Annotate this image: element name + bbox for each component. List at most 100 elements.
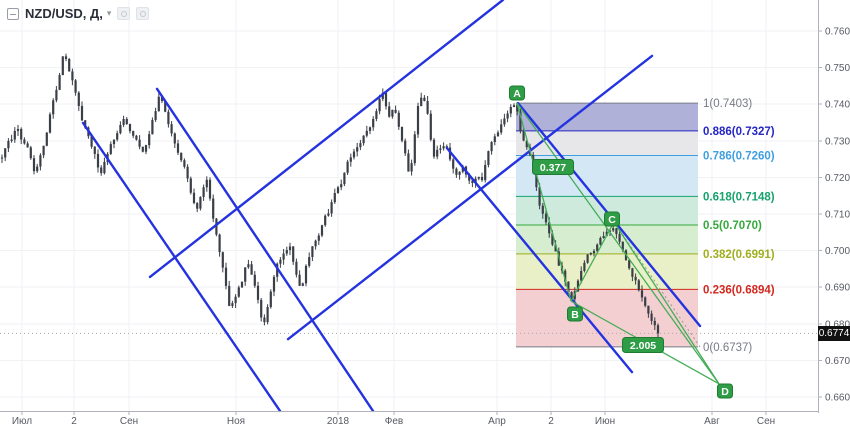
circle-glyph xyxy=(120,10,127,17)
descending-channel-lower[interactable] xyxy=(445,146,634,374)
candle-body xyxy=(500,124,503,133)
candle-body xyxy=(330,202,333,214)
candle-body xyxy=(458,171,461,175)
candle-body xyxy=(407,153,410,172)
candle-body xyxy=(416,106,420,135)
pattern-point-B-text: B xyxy=(571,309,579,321)
candle-body xyxy=(90,136,93,147)
candle-body xyxy=(100,167,103,174)
candle-body xyxy=(276,263,279,277)
candle-body xyxy=(592,250,596,253)
candle-body xyxy=(324,215,327,226)
candle-body xyxy=(45,132,48,146)
candle-body xyxy=(250,264,253,275)
candle-body xyxy=(490,142,493,152)
candle-body xyxy=(439,148,442,150)
candle-body xyxy=(628,260,631,269)
candle-body xyxy=(564,270,567,282)
candle-body xyxy=(359,143,362,148)
candle-body xyxy=(224,267,228,286)
candle-body xyxy=(423,97,426,101)
candle-body xyxy=(116,133,119,140)
candle-body xyxy=(535,168,538,188)
chevron-down-icon[interactable]: ▾ xyxy=(106,8,112,18)
fib-band xyxy=(516,103,698,131)
candle-body xyxy=(333,193,336,203)
candle-body xyxy=(215,218,218,235)
candle-body xyxy=(372,118,375,128)
pattern-segment-BC[interactable] xyxy=(570,221,615,302)
pattern-segment-CD[interactable] xyxy=(613,221,720,385)
ascending-line-1[interactable] xyxy=(148,0,505,279)
candle-body xyxy=(119,124,122,134)
candle-body xyxy=(432,139,436,157)
candle-body xyxy=(503,118,506,125)
ascending-line-2[interactable] xyxy=(286,54,654,341)
pattern-ratio-badge[interactable] xyxy=(532,159,574,175)
candle-body xyxy=(279,259,282,264)
time-axis-label: Апр xyxy=(488,416,506,427)
time-axis-label: Фев xyxy=(385,416,403,427)
candle-body xyxy=(64,56,68,59)
candle-body xyxy=(468,174,471,181)
candle-body xyxy=(413,134,416,164)
candle-body xyxy=(183,160,186,167)
candle-body xyxy=(231,303,234,306)
candle-body xyxy=(596,244,599,251)
candle-body xyxy=(388,106,391,117)
candle-body xyxy=(506,113,509,119)
candle-body xyxy=(138,139,141,147)
pattern-segment-AD[interactable] xyxy=(516,102,720,385)
candle-body xyxy=(522,131,525,141)
collapse-icon[interactable] xyxy=(7,7,19,20)
candle-body xyxy=(420,97,423,107)
candle-body xyxy=(189,178,192,193)
symbol-legend[interactable]: NZD/USD, Д, ▾ xyxy=(7,6,150,21)
abcd-pattern-tool[interactable]: A B C D 0.377 2.005 xyxy=(509,85,733,399)
candle-body xyxy=(484,165,487,181)
candle-body xyxy=(461,166,464,172)
pattern-point-B[interactable] xyxy=(567,306,583,322)
candle-body xyxy=(186,166,189,179)
time-axis-label: Июл xyxy=(12,416,32,427)
candle-body xyxy=(442,146,445,149)
settings-icon[interactable] xyxy=(136,7,150,20)
candle-body xyxy=(208,179,212,199)
pattern-point-D[interactable] xyxy=(717,383,733,399)
candle-body xyxy=(234,296,237,304)
toggle-icon[interactable] xyxy=(117,7,131,20)
candle-body xyxy=(426,100,429,114)
candle-body xyxy=(132,131,135,136)
candle-body xyxy=(288,246,292,251)
pattern-point-C[interactable] xyxy=(604,211,620,227)
candle-body xyxy=(471,180,474,183)
pattern-ratio-badge[interactable] xyxy=(622,337,664,353)
candle-body xyxy=(391,109,394,117)
candle-body xyxy=(0,157,4,159)
pattern-segment-AB[interactable] xyxy=(516,102,572,302)
fib-level-label: 0(0.6737) xyxy=(703,342,752,354)
candle-body xyxy=(634,276,637,281)
candle-body xyxy=(599,237,602,245)
descending-line-left-2[interactable] xyxy=(155,87,375,413)
candle-body xyxy=(381,92,384,100)
candle-body xyxy=(480,176,484,181)
pattern-point-A[interactable] xyxy=(509,85,525,101)
descending-line-left-1[interactable] xyxy=(81,121,282,413)
candle-body xyxy=(228,285,231,306)
candle-body xyxy=(29,147,32,159)
dotted-projection-line[interactable] xyxy=(613,221,701,348)
fib-retracement-tool[interactable]: 1(0.7403) 0.886(0.7327) 0.786(0.7260) 0.618… xyxy=(516,98,775,354)
candle-body xyxy=(218,234,221,253)
candle-body xyxy=(394,109,397,113)
candle-body xyxy=(84,120,87,128)
candle-body xyxy=(196,203,199,209)
symbol-title[interactable]: NZD/USD, Д, xyxy=(25,6,103,21)
candle-body xyxy=(308,257,311,266)
